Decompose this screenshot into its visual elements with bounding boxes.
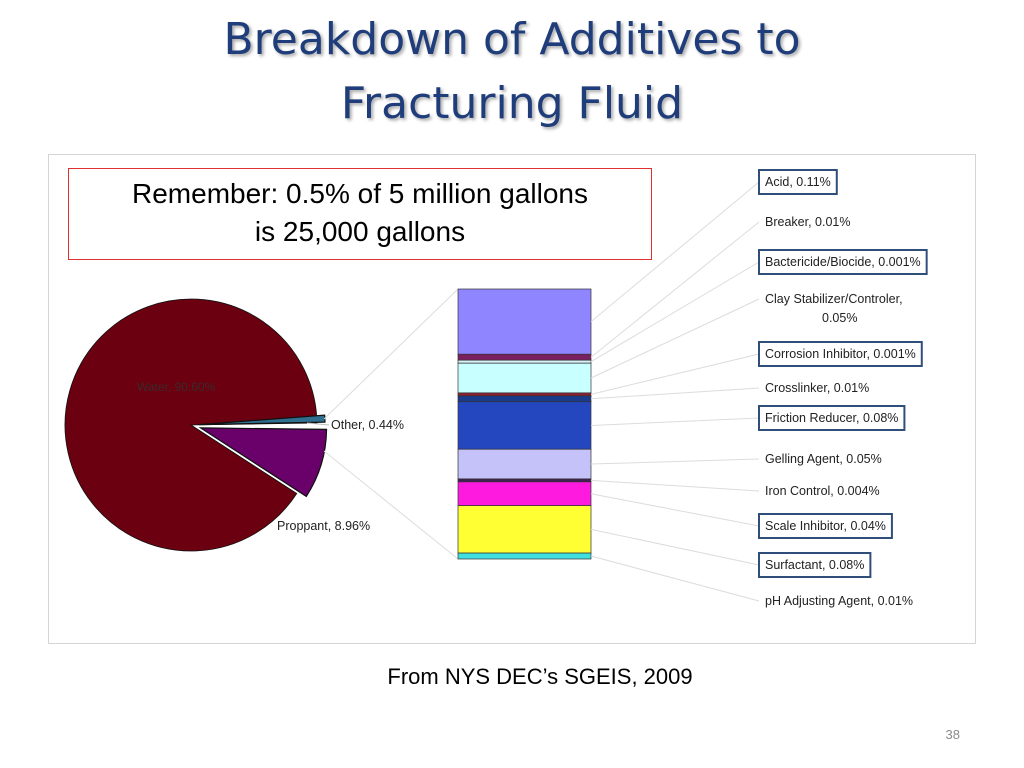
stack-segment-1 [457,353,592,361]
stack-segment-8 [457,478,592,483]
segment-leader [590,181,760,323]
pie-slice-1 [198,427,328,498]
segment-leader [590,528,760,566]
stack-segment-0 [457,288,592,355]
segment-leader [590,458,760,465]
segment-leader [590,555,760,602]
pie-label-other: Other, 0.44% [331,418,404,432]
segment-leader [590,221,760,358]
stack-segment-10 [457,505,592,554]
segment-leader [590,479,760,492]
segment-label-10: Surfactant, 0.08% [765,558,864,572]
segment-label-7: Gelling Agent, 0.05% [765,452,882,466]
segment-leader [590,298,760,379]
connector-line [323,450,459,560]
segment-leader [590,353,760,395]
segment-leader [590,261,760,363]
slide-title: Breakdown of Additives to Fracturing Flu… [80,8,944,136]
stack-segment-11 [457,552,592,560]
segment-label-6: Friction Reducer, 0.08% [765,411,898,425]
highlight-box [758,552,872,578]
callout-line-1: Remember: 0.5% of 5 million gallons [132,178,588,209]
stack-segment-6 [457,401,592,450]
segment-leader [590,493,760,527]
segment-label-9: Scale Inhibitor, 0.04% [765,519,886,533]
callout-line-2: is 25,000 gallons [254,216,466,247]
callout-box: Remember: 0.5% of 5 million gallons is 2… [68,168,652,260]
title-line-2: Fracturing Fluid [340,78,684,129]
connector-line [323,288,459,420]
segment-label-5: Crosslinker, 0.01% [765,381,869,395]
segment-label-2: Bactericide/Biocide, 0.001% [765,255,921,269]
pie-label-water: Water, 90.60% [137,380,216,394]
highlight-box [758,341,923,367]
page-number: 38 [945,727,960,742]
segment-leader [590,417,760,426]
pie-label-proppant: Proppant, 8.96% [277,519,370,533]
stack-segment-4 [457,392,592,397]
highlight-box [758,249,928,275]
connector-line [306,422,330,426]
stack-segment-7 [457,448,592,480]
segment-leader [590,387,760,400]
stack-segment-9 [457,481,592,506]
stack-segment-5 [457,395,592,403]
segment-label-3: Clay Stabilizer/Controler, [765,292,903,306]
segment-label-1: Breaker, 0.01% [765,215,850,229]
pie-slice-0 [64,298,318,552]
segment-label-0: Acid, 0.11% [765,175,831,189]
highlight-box [758,405,906,431]
segment-label-11: pH Adjusting Agent, 0.01% [765,594,913,608]
segment-label-4: Corrosion Inhibitor, 0.001% [765,347,916,361]
segment-label-8: Iron Control, 0.004% [765,484,880,498]
stack-segment-2 [457,359,592,364]
source-citation: From NYS DEC’s SGEIS, 2009 [387,664,693,689]
highlight-box [758,169,838,195]
segment-label-3-value: 0.05% [822,311,857,325]
chart-canvas: Water, 90.60% Other, 0.44% Proppant, 8.96%… [64,169,928,608]
stack-segment-3 [457,362,592,394]
title-line-1: Breakdown of Additives to [223,14,801,65]
highlight-box [758,513,893,539]
